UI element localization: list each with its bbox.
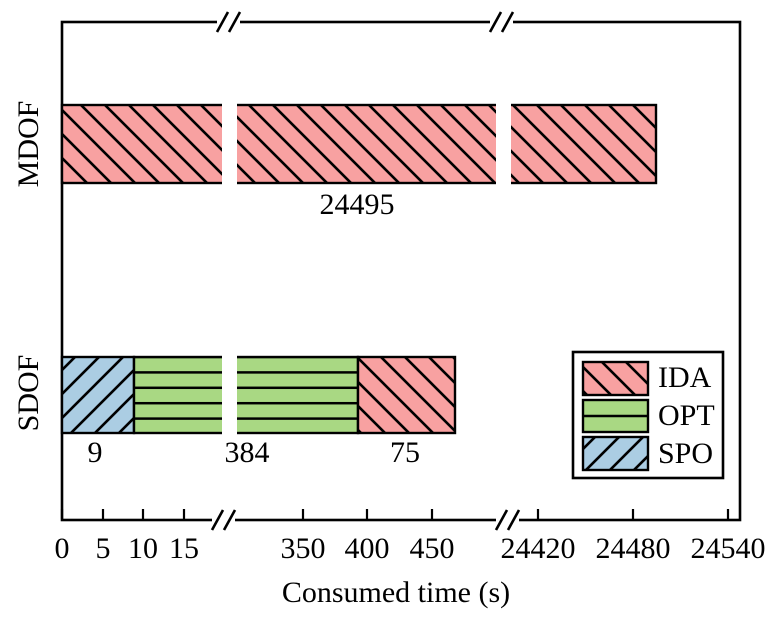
break-gap-top-axis-1 (217, 15, 240, 29)
x-axis-title: Consumed time (s) (282, 576, 510, 609)
bar-segment-sdof-ida (356, 355, 457, 435)
category-label-sdof: SDOF (12, 355, 45, 432)
axis-break-gaps (212, 15, 519, 527)
value-label-sdof-spo: 9 (88, 436, 103, 469)
x-tick-450: 450 (410, 532, 455, 565)
category-label-mdof: MDOF (12, 101, 45, 188)
break-gap-mdof-1 (222, 100, 237, 188)
bar-mdof (60, 103, 658, 185)
x-tick-15: 15 (169, 532, 199, 565)
bar-segment-sdof-opt (132, 355, 360, 435)
break-gap-bottom-axis-2 (496, 513, 519, 527)
break-gap-mdof-2 (496, 100, 511, 188)
bar-value-labels: 24495 9 384 75 (88, 188, 421, 469)
legend-swatch-ida (581, 360, 650, 397)
value-label-sdof-opt: 384 (225, 436, 270, 469)
break-gap-top-axis-2 (490, 15, 513, 29)
x-axis-ticks (60, 509, 730, 519)
x-tick-24420: 24420 (501, 532, 576, 565)
x-tick-0: 0 (55, 532, 70, 565)
x-tick-24480: 24480 (596, 532, 671, 565)
legend-label-spo: SPO (658, 437, 713, 470)
break-gap-sdof-1 (222, 352, 237, 438)
value-label-mdof-ida: 24495 (320, 188, 395, 221)
bar-segment-mdof-ida (60, 103, 658, 185)
axis-break-marks-bottom (210, 509, 521, 531)
break-gap-bottom-axis-1 (212, 513, 235, 527)
bar-sdof (60, 355, 457, 435)
x-tick-10: 10 (128, 532, 158, 565)
legend-label-opt: OPT (658, 399, 715, 432)
axis-break-marks-top (215, 11, 515, 33)
x-tick-350: 350 (281, 532, 326, 565)
legend: IDA OPT SPO (571, 350, 725, 480)
legend-label-ida: IDA (658, 361, 712, 394)
x-tick-labels: 0 5 10 15 350 400 450 24420 24480 24540 (55, 532, 766, 565)
value-label-sdof-ida: 75 (390, 436, 420, 469)
x-tick-400: 400 (345, 532, 390, 565)
plot-frame (60, 20, 742, 522)
legend-swatch-spo (581, 435, 650, 472)
x-tick-24540: 24540 (691, 532, 766, 565)
bar-segment-sdof-spo (60, 355, 136, 435)
x-tick-5: 5 (96, 532, 111, 565)
